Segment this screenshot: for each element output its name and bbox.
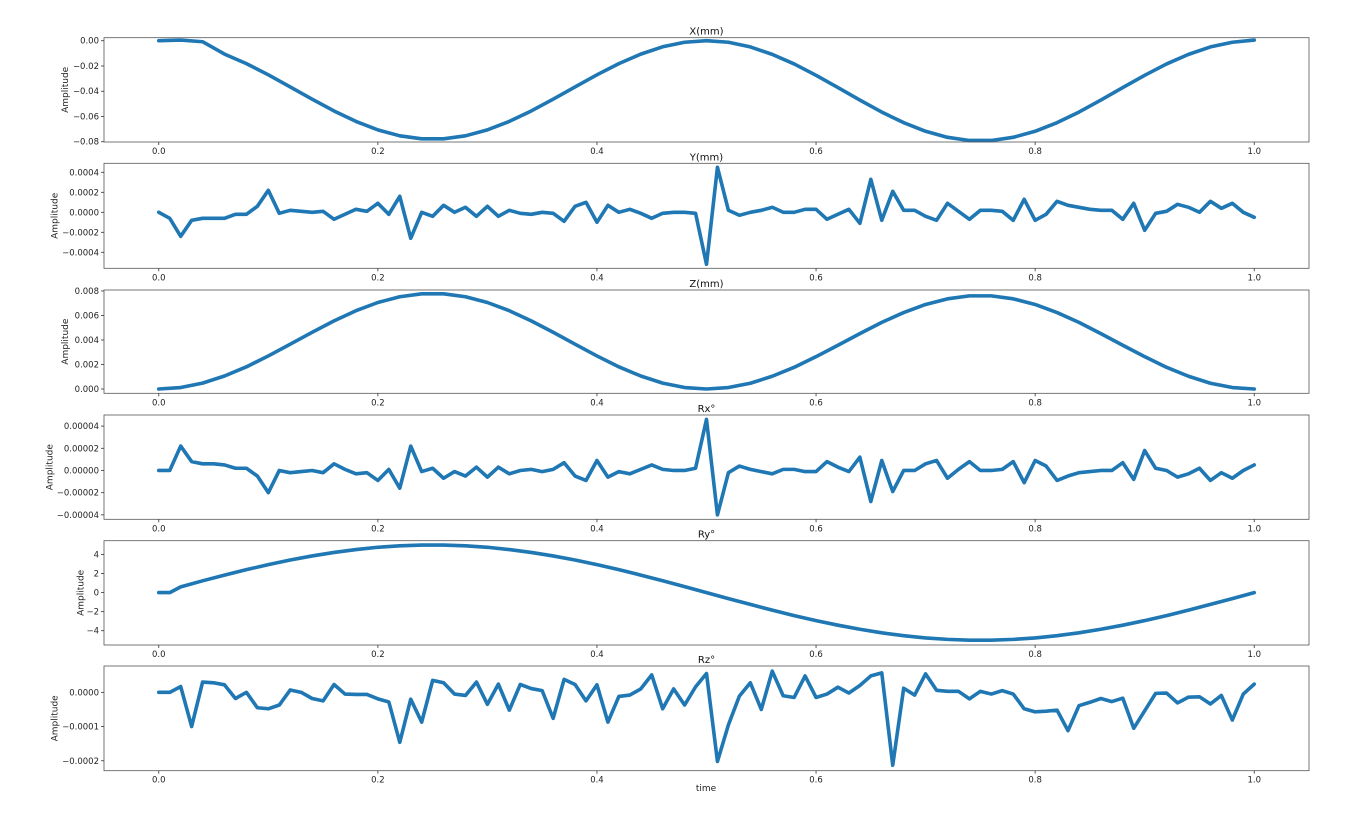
x-tick-label: 0.4 bbox=[590, 398, 604, 408]
x-tick-label: 1.0 bbox=[1247, 524, 1261, 534]
y-tick-label: −0.06 bbox=[73, 112, 99, 122]
y-tick-label: −0.0001 bbox=[62, 723, 99, 733]
x-tick-label: 0.8 bbox=[1028, 273, 1042, 283]
y-tick-label: −0.00004 bbox=[57, 511, 99, 521]
x-tick-label: 1.0 bbox=[1247, 650, 1261, 660]
y-tick-label: −0.0002 bbox=[62, 228, 99, 238]
x-tick-label: 1.0 bbox=[1247, 398, 1261, 408]
y-tick-label: 0.006 bbox=[75, 311, 99, 321]
axes-frame bbox=[103, 289, 1310, 394]
y-tick-label: 0.0000 bbox=[69, 688, 99, 698]
y-tick-label: −0.04 bbox=[73, 87, 99, 97]
axes-frame bbox=[103, 162, 1310, 269]
axes-frame bbox=[103, 37, 1310, 143]
x-axis-label: time bbox=[696, 784, 717, 794]
data-line bbox=[156, 543, 1257, 642]
subplot-2: 0.0 0.2 0.4 0.6 0.8 1.0 0.0004 0.0002 0.0000 −0.0… bbox=[51, 152, 1310, 283]
data-line bbox=[156, 669, 1257, 768]
x-tick-label: 0.6 bbox=[809, 398, 823, 408]
y-tick-label: 4 bbox=[94, 551, 99, 561]
x-tick-label: 0.2 bbox=[371, 524, 385, 534]
x-tick-label: 0.2 bbox=[371, 650, 385, 660]
y-tick-label: −0.00002 bbox=[57, 489, 99, 499]
x-tick-label: 0.2 bbox=[371, 273, 385, 283]
subplot-title: Rz° bbox=[698, 655, 715, 666]
x-tick-label: 1.0 bbox=[1247, 776, 1261, 786]
x-tick-label: 0.4 bbox=[590, 524, 604, 534]
y-tick-label: 2 bbox=[94, 570, 99, 580]
x-tick-label: 1.0 bbox=[1247, 273, 1261, 283]
y-tick-label: 0.0002 bbox=[69, 188, 99, 198]
y-tick-label: 0 bbox=[94, 589, 99, 599]
subplot-title: Rx° bbox=[698, 404, 716, 415]
data-line bbox=[156, 38, 1257, 143]
y-tick-label: 0.000 bbox=[75, 385, 99, 395]
x-tick-label: 0.0 bbox=[152, 147, 166, 157]
x-tick-label: 0.6 bbox=[809, 147, 823, 157]
data-line bbox=[156, 165, 1257, 267]
y-tick-label: 0.00002 bbox=[64, 444, 99, 454]
y-tick-label: 0.002 bbox=[75, 361, 99, 371]
subplot-5: 0.0 0.2 0.4 0.6 0.8 1.0 4 2 0 −2 −4 Ry° Amplitude bbox=[77, 530, 1310, 660]
x-tick-label: 0.4 bbox=[590, 776, 604, 786]
x-tick-label: 0.6 bbox=[809, 273, 823, 283]
subplot-4: 0.0 0.2 0.4 0.6 0.8 1.0 0.00004 0.00002 0.00000 −… bbox=[45, 404, 1310, 534]
x-tick-label: 0.8 bbox=[1028, 147, 1042, 157]
data-line bbox=[156, 417, 1257, 517]
x-tick-label: 0.0 bbox=[152, 776, 166, 786]
x-tick-label: 0.2 bbox=[371, 398, 385, 408]
x-tick-label: 0.8 bbox=[1028, 650, 1042, 660]
x-tick-label: 0.4 bbox=[590, 273, 604, 283]
x-tick-label: 0.4 bbox=[590, 147, 604, 157]
subplot-title: Z(mm) bbox=[689, 279, 723, 290]
y-tick-label: −0.0004 bbox=[62, 248, 99, 258]
y-tick-label: 0.00000 bbox=[64, 466, 99, 476]
y-axis-label: Amplitude bbox=[51, 695, 61, 742]
subplot-6: 0.0 0.2 0.4 0.6 0.8 1.0 0.0000 −0.0001 −0.0002 Rz… bbox=[51, 655, 1310, 786]
y-tick-label: 0.0004 bbox=[69, 168, 99, 178]
x-tick-label: 0.2 bbox=[371, 147, 385, 157]
x-tick-label: 0.0 bbox=[152, 398, 166, 408]
y-axis-label: Amplitude bbox=[51, 192, 61, 239]
y-tick-label: 0.0000 bbox=[69, 208, 99, 218]
x-tick-label: 0.8 bbox=[1028, 524, 1042, 534]
subplot-title: Y(mm) bbox=[689, 152, 723, 163]
x-tick-label: 0.4 bbox=[590, 650, 604, 660]
y-tick-label: 0.008 bbox=[75, 287, 99, 297]
subplot-title: X(mm) bbox=[689, 27, 723, 38]
axes-frame bbox=[103, 414, 1310, 520]
x-tick-label: 0.0 bbox=[152, 273, 166, 283]
y-axis-label: Amplitude bbox=[45, 444, 55, 491]
subplot-title: Ry° bbox=[698, 530, 715, 541]
subplot-1: 0.0 0.2 0.4 0.6 0.8 1.0 0.00 −0.02 −0.04 −0.06 −0.… bbox=[61, 27, 1310, 157]
x-tick-label: 0.8 bbox=[1028, 398, 1042, 408]
y-tick-label: −0.0002 bbox=[62, 757, 99, 767]
subplot-3: 0.0 0.2 0.4 0.6 0.8 1.0 0.008 0.006 0.004 0.002 0.… bbox=[61, 279, 1310, 408]
y-tick-label: −2 bbox=[86, 608, 99, 618]
data-line bbox=[156, 292, 1257, 391]
y-axis-label: Amplitude bbox=[61, 66, 71, 113]
y-axis-label: Amplitude bbox=[61, 318, 71, 365]
x-tick-label: 0.0 bbox=[152, 524, 166, 534]
x-tick-label: 0.8 bbox=[1028, 776, 1042, 786]
x-tick-label: 0.6 bbox=[809, 524, 823, 534]
y-tick-label: 0.00 bbox=[80, 37, 99, 47]
x-tick-label: 1.0 bbox=[1247, 147, 1261, 157]
x-tick-label: 0.2 bbox=[371, 776, 385, 786]
x-tick-label: 0.6 bbox=[809, 650, 823, 660]
axes-frame bbox=[103, 665, 1310, 772]
x-tick-label: 0.6 bbox=[809, 776, 823, 786]
y-tick-label: 0.00004 bbox=[64, 422, 99, 432]
y-tick-label: −4 bbox=[86, 627, 99, 637]
y-tick-label: −0.08 bbox=[73, 138, 99, 148]
y-tick-label: −0.02 bbox=[73, 62, 99, 72]
y-tick-label: 0.004 bbox=[75, 336, 99, 346]
x-tick-label: 0.0 bbox=[152, 650, 166, 660]
y-axis-label: Amplitude bbox=[77, 569, 87, 616]
